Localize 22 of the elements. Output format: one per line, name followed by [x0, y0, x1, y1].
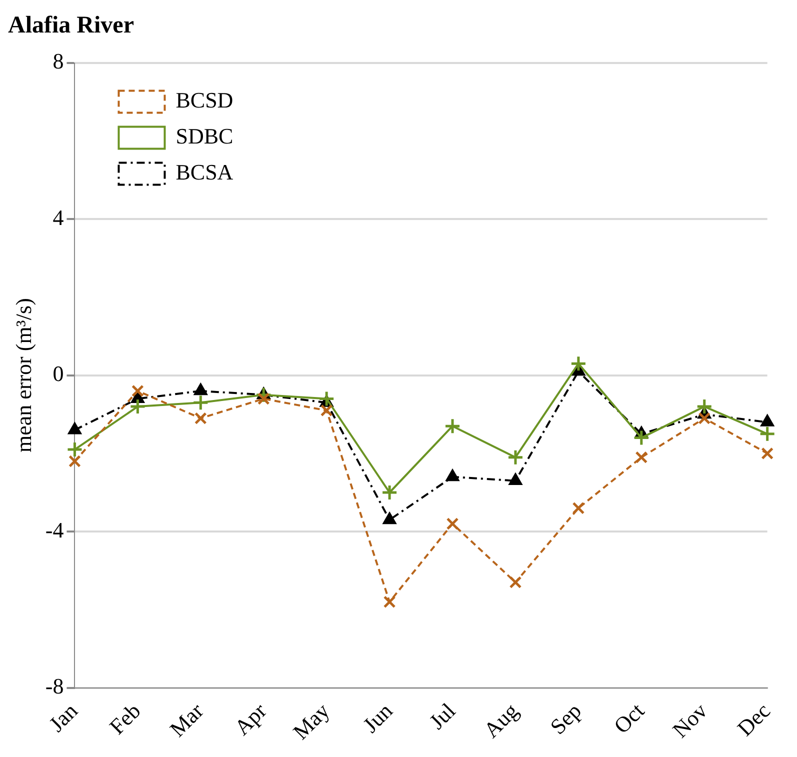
y-tick-label: -8: [45, 674, 64, 699]
x-tick-label: Apr: [229, 698, 272, 740]
x-tick-label: Aug: [478, 698, 524, 743]
x-tick-label: Jul: [424, 698, 460, 734]
x-tick-label: Oct: [608, 698, 650, 738]
y-tick-label: -4: [45, 517, 64, 542]
legend-label: BCSA: [176, 160, 234, 185]
y-tick-label: 8: [52, 48, 64, 74]
x-tick-label: May: [288, 698, 334, 744]
legend-label: BCSD: [176, 88, 234, 113]
x-tick-label: Nov: [668, 698, 712, 743]
legend-label: SDBC: [176, 124, 234, 149]
x-tick-label: Jun: [358, 698, 398, 738]
x-tick-label: Feb: [104, 698, 146, 740]
chart-title: Alafia River: [8, 12, 134, 39]
x-tick-label: Jan: [44, 698, 82, 737]
y-axis-title: mean error (m³/s): [10, 298, 36, 453]
y-tick-label: 0: [52, 361, 64, 386]
x-tick-label: Mar: [164, 698, 209, 742]
y-tick-label: 4: [52, 204, 64, 230]
x-tick-label: Dec: [732, 698, 776, 741]
x-tick-label: Sep: [545, 698, 586, 740]
